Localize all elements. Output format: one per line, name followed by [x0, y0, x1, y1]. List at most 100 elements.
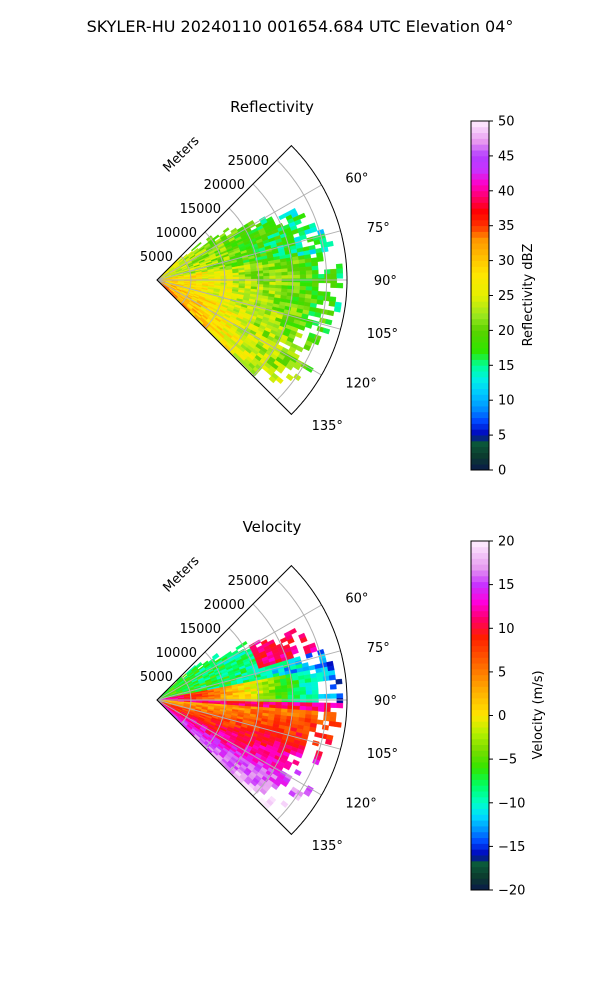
colorbar-segment — [471, 663, 489, 670]
radar-bin — [238, 274, 246, 278]
range-tick-label: 5000 — [140, 250, 173, 265]
colorbar-tick-label: 5 — [498, 665, 506, 680]
colorbar-segment — [471, 371, 489, 378]
colorbar-tick-label: 20 — [498, 324, 515, 339]
radar-bin — [293, 705, 301, 711]
colorbar-segment — [471, 599, 489, 606]
radar-bin — [263, 272, 270, 277]
velocity-title: Velocity — [243, 518, 302, 536]
radar-bin — [334, 721, 342, 728]
radar-bin — [293, 698, 301, 703]
radar-bin — [329, 716, 337, 723]
radar-bin — [303, 344, 311, 352]
colorbar-segment — [471, 411, 489, 419]
colorbar-segment — [471, 440, 489, 448]
colorbar-segment — [471, 872, 489, 879]
radar-bin — [312, 698, 319, 704]
range-tick-label: 10000 — [156, 646, 197, 661]
colorbar-segment — [471, 668, 489, 676]
colorbar-segment — [471, 376, 489, 384]
radar-bin — [312, 278, 319, 284]
velocity-grid — [156, 564, 348, 836]
colorbar-segment — [471, 616, 489, 623]
radar-bin — [238, 696, 246, 700]
azimuth-tick-label: 120° — [345, 377, 376, 392]
colorbar-segment — [471, 779, 489, 786]
radar-bin — [299, 266, 307, 272]
colorbar-segment — [471, 884, 489, 891]
radar-bin — [305, 270, 313, 276]
colorbar-segment — [471, 645, 489, 652]
radar-bin — [326, 240, 334, 248]
range-tick-label: 5000 — [140, 670, 173, 685]
radar-bin — [293, 282, 301, 287]
radar-bin — [281, 285, 289, 290]
radar-bin — [269, 701, 276, 706]
colorbar-segment — [471, 458, 489, 465]
radar-bin — [208, 277, 215, 280]
colorbar-segment — [471, 575, 489, 583]
colorbar-segment — [471, 359, 489, 366]
radar-bin — [281, 701, 289, 706]
reflectivity-colorbar: 0 5 10 15 20 25 30 35 40 45 50 — [470, 115, 515, 479]
colorbar-segment — [471, 248, 489, 256]
radar-bin — [305, 694, 313, 699]
radar-bin — [311, 269, 319, 275]
radar-bin — [299, 682, 306, 688]
colorbar-tick-label: 0 — [498, 709, 506, 724]
radar-bin — [306, 698, 313, 703]
velocity-colorbar: −20 −15 −10 −5 0 5 10 15 20 — [470, 535, 525, 899]
radar-bin — [280, 779, 289, 788]
radar-bin — [323, 291, 331, 297]
colorbar-segment — [471, 272, 489, 279]
radar-bin — [268, 375, 277, 384]
radar-bin — [293, 702, 301, 707]
colorbar-segment — [471, 324, 489, 331]
colorbar-segment — [471, 604, 489, 612]
radar-bin — [275, 268, 282, 274]
azimuth-tick-label: 75° — [367, 221, 390, 236]
radar-bin — [299, 636, 308, 644]
radar-bin — [336, 268, 344, 274]
radar-bin — [212, 234, 220, 241]
radar-bin — [335, 263, 343, 270]
colorbar-segment — [471, 756, 489, 763]
radar-bin — [275, 698, 283, 703]
colorbar-segment — [471, 336, 489, 343]
colorbar-segment — [471, 283, 489, 291]
radar-bin — [329, 296, 337, 303]
radar-bin — [275, 695, 283, 700]
radar-bin — [305, 286, 313, 292]
radar-bin — [263, 275, 270, 280]
radar-bin — [269, 278, 276, 283]
colorbar-segment — [471, 388, 489, 395]
reflectivity-range-ticks: 5000 10000 15000 20000 25000 — [140, 154, 269, 265]
radar-bin — [287, 637, 295, 645]
radar-bin — [305, 266, 313, 272]
radar-bin — [312, 274, 319, 279]
radar-bin — [293, 769, 302, 777]
radar-bin — [311, 681, 319, 687]
radar-bin — [245, 784, 254, 793]
colorbar-segment — [471, 347, 489, 355]
colorbar-segment — [471, 855, 489, 862]
radar-bin — [292, 759, 300, 766]
radar-bin — [305, 690, 313, 696]
radar-bin — [299, 262, 306, 268]
radar-bin — [269, 281, 276, 286]
colorbar-segment — [471, 202, 489, 209]
colorbar-segment — [471, 155, 489, 163]
colorbar-segment — [471, 150, 489, 157]
radar-bin — [299, 705, 307, 711]
colorbar-segment — [471, 622, 489, 629]
radar-bin — [314, 731, 322, 738]
radar-bin — [250, 369, 258, 377]
radar-bin — [263, 695, 270, 700]
azimuth-spoke — [156, 230, 341, 281]
colorbar-segment — [471, 814, 489, 821]
colorbar-segment — [471, 721, 489, 728]
colorbar-segment — [471, 278, 489, 285]
colorbar-segment — [471, 587, 489, 594]
radar-bin — [321, 724, 330, 731]
radar-bin — [300, 698, 307, 703]
